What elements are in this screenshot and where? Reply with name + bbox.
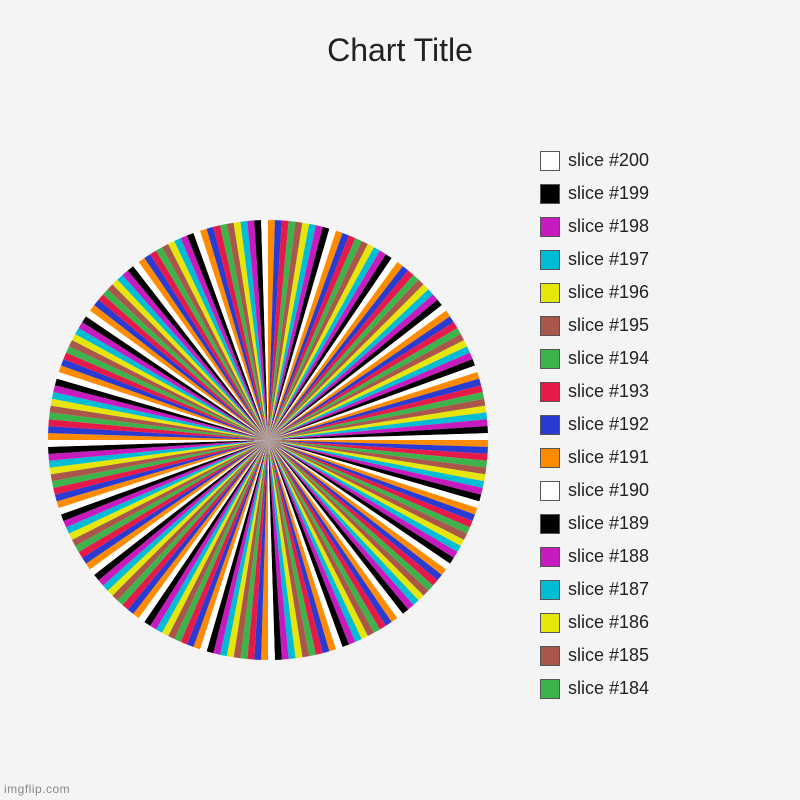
legend-swatch: [540, 217, 560, 237]
legend-swatch: [540, 316, 560, 336]
legend-item: slice #185: [540, 645, 740, 666]
legend-label: slice #198: [568, 216, 649, 237]
legend-label: slice #195: [568, 315, 649, 336]
legend-swatch: [540, 613, 560, 633]
legend-item: slice #192: [540, 414, 740, 435]
legend-swatch: [540, 250, 560, 270]
legend-swatch: [540, 547, 560, 567]
legend-label: slice #189: [568, 513, 649, 534]
legend-label: slice #193: [568, 381, 649, 402]
legend-label: slice #194: [568, 348, 649, 369]
legend-label: slice #199: [568, 183, 649, 204]
legend-label: slice #190: [568, 480, 649, 501]
legend-swatch: [540, 580, 560, 600]
legend-swatch: [540, 184, 560, 204]
legend-label: slice #185: [568, 645, 649, 666]
legend-item: slice #197: [540, 249, 740, 270]
legend-item: slice #193: [540, 381, 740, 402]
legend-item: slice #189: [540, 513, 740, 534]
legend-item: slice #199: [540, 183, 740, 204]
legend-item: slice #200: [540, 150, 740, 171]
legend-label: slice #196: [568, 282, 649, 303]
legend-item: slice #188: [540, 546, 740, 567]
legend-item: slice #186: [540, 612, 740, 633]
legend-swatch: [540, 448, 560, 468]
pie-chart: [48, 220, 488, 660]
legend-label: slice #186: [568, 612, 649, 633]
legend-swatch: [540, 679, 560, 699]
legend-swatch: [540, 151, 560, 171]
watermark: imgflip.com: [4, 782, 70, 796]
legend-swatch: [540, 646, 560, 666]
legend-item: slice #198: [540, 216, 740, 237]
legend-label: slice #191: [568, 447, 649, 468]
legend-item: slice #196: [540, 282, 740, 303]
legend-item: slice #184: [540, 678, 740, 699]
legend-label: slice #200: [568, 150, 649, 171]
legend-label: slice #184: [568, 678, 649, 699]
legend-swatch: [540, 349, 560, 369]
chart-title: Chart Title: [0, 32, 800, 69]
legend-label: slice #187: [568, 579, 649, 600]
legend-label: slice #188: [568, 546, 649, 567]
legend-swatch: [540, 514, 560, 534]
legend-swatch: [540, 382, 560, 402]
legend-label: slice #192: [568, 414, 649, 435]
legend-item: slice #187: [540, 579, 740, 600]
legend-item: slice #195: [540, 315, 740, 336]
legend-item: slice #190: [540, 480, 740, 501]
legend-item: slice #194: [540, 348, 740, 369]
legend-swatch: [540, 415, 560, 435]
legend-label: slice #197: [568, 249, 649, 270]
legend: slice #200 slice #199 slice #198 slice #197…: [540, 150, 740, 699]
legend-swatch: [540, 283, 560, 303]
legend-item: slice #191: [540, 447, 740, 468]
legend-swatch: [540, 481, 560, 501]
